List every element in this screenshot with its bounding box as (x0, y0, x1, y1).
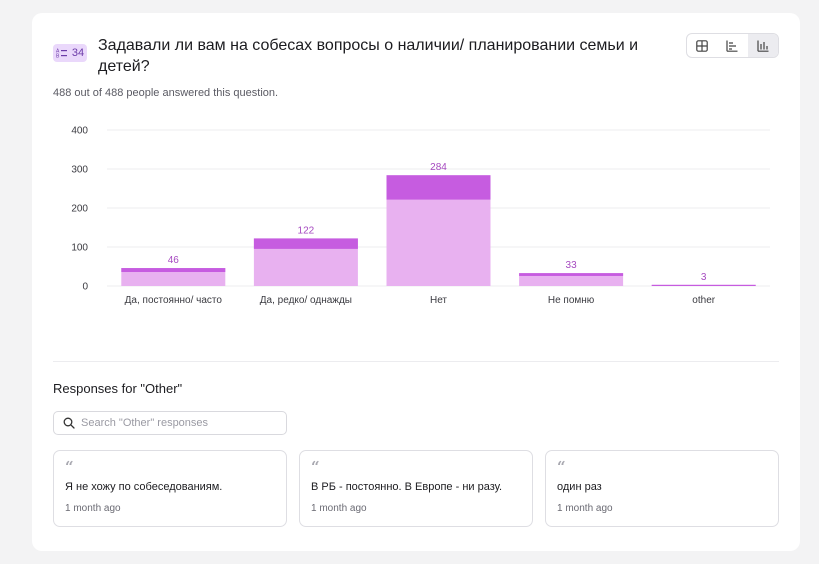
bar-chart-vertical-icon (757, 40, 769, 52)
answered-count: 488 out of 488 people answered this ques… (53, 87, 279, 99)
x-tick-label: Не помню (548, 295, 595, 306)
bar-cap (651, 284, 756, 286)
x-tick-label: Да, постоянно/ часто (125, 295, 223, 306)
question-number: 34 (71, 47, 85, 59)
svg-text:A: A (56, 49, 60, 55)
view-toggle (686, 33, 779, 58)
y-tick-label: 100 (71, 243, 88, 254)
svg-text:B: B (56, 54, 60, 59)
response-time: 1 month ago (65, 503, 121, 514)
bar-cap (519, 273, 624, 276)
x-tick-label: Нет (430, 295, 447, 306)
bar-chart-horizontal-icon (726, 40, 738, 52)
table-view-button[interactable] (687, 34, 717, 57)
vertical-chart-button[interactable] (747, 34, 778, 57)
y-tick-label: 400 (71, 126, 88, 137)
y-tick-label: 300 (71, 165, 88, 176)
horizontal-chart-button[interactable] (717, 34, 747, 57)
response-text: один раз (557, 481, 602, 493)
data-label: 3 (701, 272, 707, 283)
section-divider (53, 361, 779, 362)
question-title: Задавали ли вам на собесах вопросы о нал… (98, 37, 639, 75)
question-number-badge: A B 34 (53, 44, 87, 62)
response-text: В РБ - постоянно. В Европе - ни разу. (311, 481, 503, 493)
bar-cap (253, 238, 358, 249)
response-card: “ один раз 1 month ago (545, 450, 779, 527)
response-time: 1 month ago (311, 503, 367, 514)
x-tick-label: other (692, 295, 715, 306)
table-view-icon (696, 39, 708, 52)
bar-cap (121, 268, 226, 273)
response-card: “ Я не хожу по собеседованиям. 1 month a… (53, 450, 287, 527)
quote-icon: “ (65, 458, 74, 476)
list-type-icon: A B (56, 49, 67, 59)
y-tick-label: 0 (82, 282, 88, 293)
x-tick-label: Да, редко/ однажды (260, 295, 352, 306)
bar (121, 268, 226, 286)
response-text: Я не хожу по собеседованиям. (65, 481, 223, 493)
search-icon (63, 417, 75, 429)
other-search-box[interactable] (53, 411, 287, 435)
question-card: A B 34 Задавали ли вам на собесах вопрос… (32, 13, 800, 551)
data-label: 122 (298, 225, 315, 236)
bar-cap (386, 175, 491, 200)
bar (519, 273, 624, 286)
search-input[interactable] (81, 417, 281, 429)
response-card: “ В РБ - постоянно. В Европе - ни разу. … (299, 450, 533, 527)
other-responses-title: Responses for "Other" (53, 381, 183, 396)
data-label: 33 (566, 260, 578, 271)
data-label: 46 (168, 255, 180, 266)
data-label: 284 (430, 162, 447, 173)
bar-chart: 0 100 200 300 400 46 Да, постоянно/ часто 122 Да… (71, 126, 770, 306)
y-tick-label: 200 (71, 204, 88, 215)
quote-icon: “ (311, 458, 320, 476)
response-time: 1 month ago (557, 503, 613, 514)
quote-icon: “ (557, 458, 566, 476)
